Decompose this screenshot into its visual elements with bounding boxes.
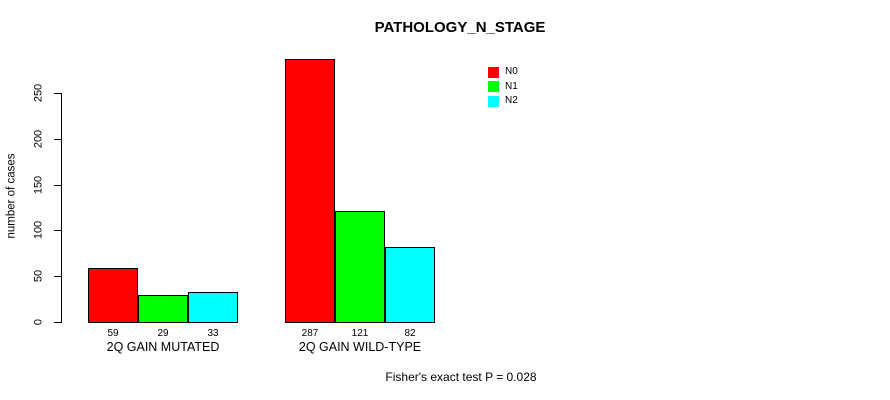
bar-value-label: 287 [301,328,319,339]
legend-swatch-icon [488,95,499,107]
bar-value-label: 82 [404,328,416,339]
legend: N0 N1 N2 [488,65,518,109]
bar-value-label: 59 [107,328,119,339]
bar-n1-2 [335,211,385,323]
bar-n0-1 [88,268,138,323]
legend-item-n1: N1 [488,80,518,95]
y-tick-label: 250 [32,83,45,103]
y-tick-mark [54,93,61,94]
y-tick-mark [54,139,61,140]
bar-n1-1 [138,295,188,323]
bar-n2-1 [188,292,238,323]
legend-label: N1 [505,80,518,92]
y-tick-label: 100 [32,220,45,240]
bar-value-label: 121 [351,328,369,339]
y-tick-mark [54,230,61,231]
annotation-text: Fisher's exact test P = 0.028 [385,370,537,384]
bar-n2-2 [385,247,435,323]
y-tick-label: 50 [32,269,45,283]
legend-swatch-icon [488,81,499,93]
legend-swatch-icon [488,66,499,78]
category-label: 2Q GAIN WILD-TYPE [298,340,422,354]
y-axis-line [61,93,62,323]
legend-label: N0 [505,66,518,78]
y-tick-mark [54,276,61,277]
bar-value-label: 33 [207,328,219,339]
y-tick-label: 150 [32,175,45,195]
y-axis-title: number of cases [5,153,18,239]
legend-label: N2 [505,95,518,107]
bar-value-label: 29 [157,328,169,339]
chart-title: PATHOLOGY_N_STAGE [374,19,546,36]
y-tick-label: 200 [32,129,45,149]
category-label: 2Q GAIN MUTATED [106,340,220,354]
legend-item-n0: N0 [488,65,518,80]
y-tick-mark [54,322,61,323]
legend-item-n2: N2 [488,94,518,109]
y-tick-mark [54,185,61,186]
bar-n0-2 [285,59,335,323]
y-tick-label: 0 [32,318,45,326]
